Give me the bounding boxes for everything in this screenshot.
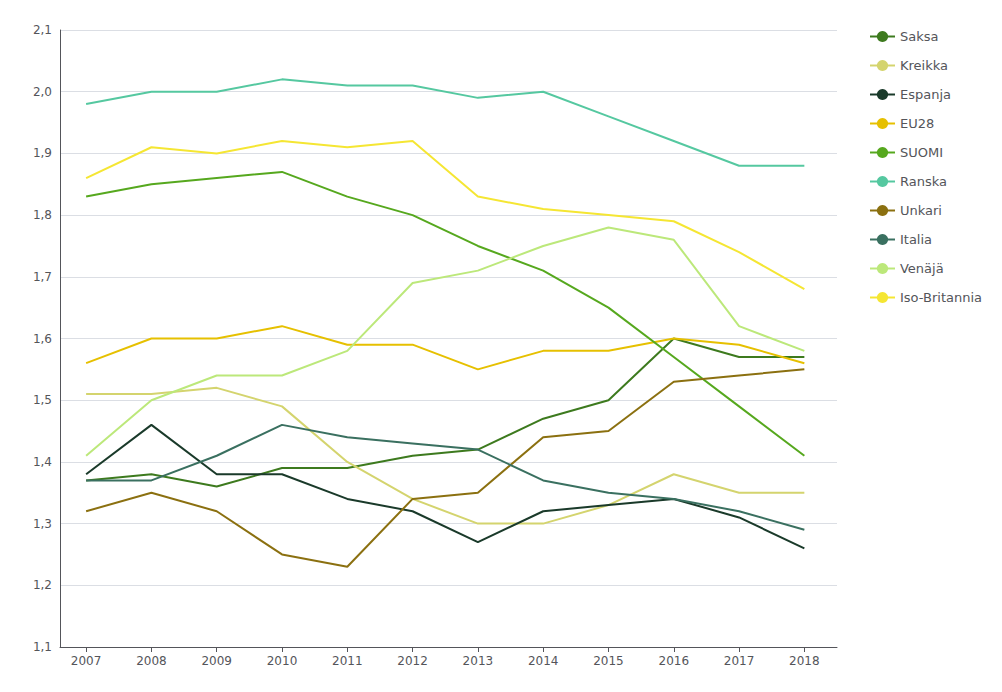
svg-text:2,1: 2,1: [33, 23, 52, 37]
svg-text:Iso-Britannia: Iso-Britannia: [900, 290, 982, 305]
svg-text:2,0: 2,0: [33, 85, 52, 99]
svg-text:1,9: 1,9: [33, 146, 52, 160]
svg-text:2015: 2015: [593, 654, 624, 668]
svg-text:Espanja: Espanja: [900, 87, 951, 102]
svg-text:1,2: 1,2: [33, 578, 52, 592]
svg-text:EU28: EU28: [900, 116, 934, 131]
svg-text:1,7: 1,7: [33, 270, 52, 284]
svg-text:1,1: 1,1: [33, 640, 52, 654]
svg-text:SUOMI: SUOMI: [900, 145, 943, 160]
svg-text:2007: 2007: [71, 654, 102, 668]
svg-text:Unkari: Unkari: [900, 203, 942, 218]
svg-text:2008: 2008: [136, 654, 167, 668]
svg-text:Ranska: Ranska: [900, 174, 947, 189]
svg-text:2009: 2009: [201, 654, 232, 668]
svg-text:Saksa: Saksa: [900, 29, 939, 44]
svg-text:1,5: 1,5: [33, 393, 52, 407]
svg-text:2017: 2017: [724, 654, 755, 668]
svg-text:Italia: Italia: [900, 232, 932, 247]
svg-text:Kreikka: Kreikka: [900, 58, 948, 73]
svg-text:2018: 2018: [789, 654, 820, 668]
svg-text:2012: 2012: [397, 654, 428, 668]
svg-text:1,8: 1,8: [33, 208, 52, 222]
svg-text:2014: 2014: [528, 654, 559, 668]
svg-text:Venäjä: Venäjä: [900, 261, 944, 276]
svg-text:1,6: 1,6: [33, 332, 52, 346]
svg-text:2013: 2013: [463, 654, 494, 668]
svg-text:2016: 2016: [658, 654, 689, 668]
svg-text:1,4: 1,4: [33, 455, 52, 469]
svg-text:2011: 2011: [332, 654, 363, 668]
svg-text:2010: 2010: [267, 654, 298, 668]
svg-text:1,3: 1,3: [33, 517, 52, 531]
